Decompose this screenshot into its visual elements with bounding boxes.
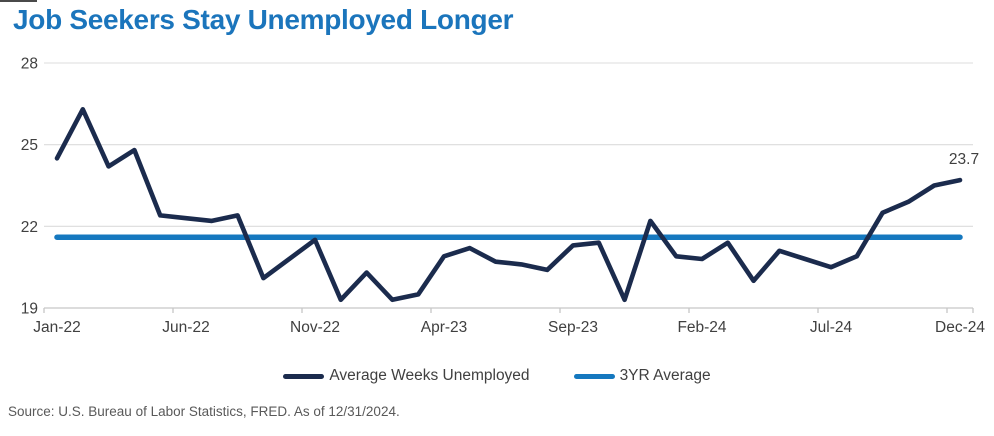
x-axis-tick-label: Jul-24 [810, 319, 853, 336]
last-value-label: 23.7 [949, 151, 979, 168]
legend-label-3yr-average: 3YR Average [619, 367, 711, 384]
y-axis-tick-label: 25 [21, 137, 38, 154]
y-axis-tick-label: 19 [21, 301, 38, 318]
average-weeks-unemployed-line [54, 107, 963, 303]
x-axis-tick-label: Apr-23 [421, 319, 468, 336]
legend-label-average-weeks-unemployed: Average Weeks Unemployed [329, 367, 530, 384]
top-border-artifact [0, 0, 37, 2]
chart-title: Job Seekers Stay Unemployed Longer [13, 4, 514, 35]
x-axis-tick-label: Nov-22 [290, 319, 340, 336]
x-axis-tick-label: Jun-22 [162, 319, 209, 336]
x-axis-tick-label: Dec-24 [935, 319, 985, 336]
blue-line-swatch [573, 373, 615, 379]
chart-legend: Average Weeks Unemployed 3YR Average [0, 362, 994, 390]
x-axis-tick-label: Feb-24 [677, 319, 726, 336]
y-axis-tick-label: 22 [21, 219, 38, 236]
source-note: Source: U.S. Bureau of Labor Statistics,… [8, 404, 400, 419]
y-axis-tick-label: 28 [21, 56, 38, 73]
navy-line-swatch [283, 373, 325, 379]
x-axis-tick-label: Sep-23 [548, 319, 598, 336]
x-axis-tick-label: Jan-22 [33, 319, 80, 336]
line-chart: 19 22 25 28 Jan-22 Jun-22 Nov-22 Apr-23 Sep-23 Fe… [21, 56, 986, 337]
legend-item-average-weeks-unemployed: Average Weeks Unemployed [283, 367, 530, 385]
legend-item-3yr-average: 3YR Average [573, 367, 711, 385]
